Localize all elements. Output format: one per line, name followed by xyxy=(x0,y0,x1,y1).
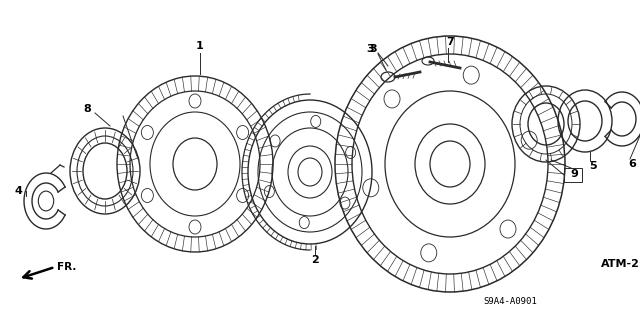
Text: 7: 7 xyxy=(446,37,454,47)
Text: 5: 5 xyxy=(589,161,597,171)
Text: S9A4-A0901: S9A4-A0901 xyxy=(483,296,537,306)
Text: ATM-2: ATM-2 xyxy=(600,259,639,269)
Text: 1: 1 xyxy=(196,41,204,51)
Text: 4: 4 xyxy=(14,186,22,196)
Text: 8: 8 xyxy=(83,104,91,114)
Text: 3: 3 xyxy=(369,44,377,54)
Text: 2: 2 xyxy=(311,255,319,265)
Text: FR.: FR. xyxy=(57,262,76,272)
Text: 3: 3 xyxy=(366,44,374,54)
Text: 6: 6 xyxy=(628,159,636,169)
Text: 9: 9 xyxy=(570,169,578,179)
